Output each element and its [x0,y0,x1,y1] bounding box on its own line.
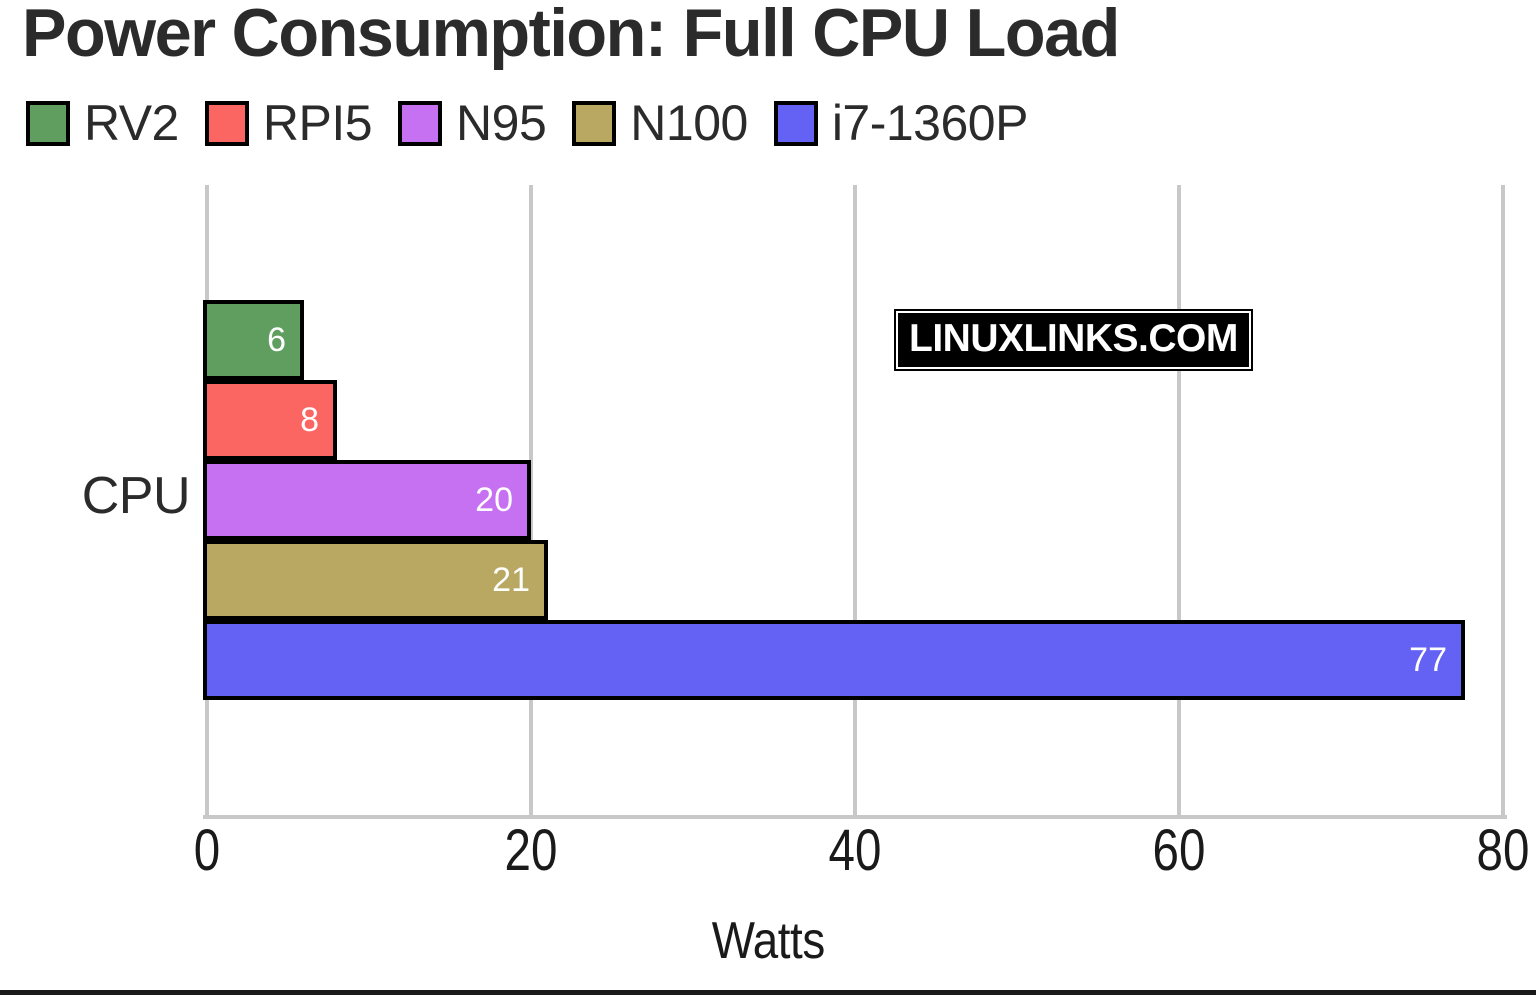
bar-row: 8 [203,380,1503,460]
legend-swatch-icon [773,100,818,146]
legend-swatch-icon [26,100,70,146]
y-category-label: CPU [81,467,191,525]
bar-row: 20 [203,460,1503,540]
bar-row: 21 [203,540,1503,620]
bar-value-label: 20 [475,481,513,519]
bar-row: 77 [203,620,1503,700]
bar-value-label: 8 [300,401,319,439]
gridline-60 [1177,185,1181,815]
legend-swatch-icon [204,100,249,146]
legend-item[interactable]: N95 [398,95,547,151]
x-tick-label: 40 [828,818,882,883]
legend-label: RPI5 [262,95,373,151]
legend-item[interactable]: RV2 [26,98,179,148]
bar-value-label: 77 [1409,641,1447,679]
chart-legend: RV2 RPI5 N95 N100 i7-1360P [26,92,1054,154]
x-tick-label: 80 [1476,818,1530,883]
x-axis-title-text: Watts [711,912,825,970]
bar-rv2[interactable]: 6 [203,300,304,380]
chart-title: Power Consumption: Full CPU Load [22,0,1120,71]
x-tick-label: 60 [1152,818,1206,883]
legend-label: N100 [630,95,748,151]
legend-label: RV2 [84,95,179,151]
x-tick-labels: 0 20 40 60 80 [0,822,1536,892]
x-axis-title: Watts [0,915,1536,967]
gridline-80 [1501,185,1505,815]
x-axis-line [203,815,1507,819]
x-tick-label: 0 [193,818,221,883]
gridline-20 [529,185,533,815]
x-tick-label: 20 [504,818,558,883]
bar-n95[interactable]: 20 [203,460,531,540]
bar-row: 6 [203,300,1503,380]
legend-swatch-icon [572,100,617,146]
legend-item[interactable]: N100 [572,98,748,148]
bar-value-label: 6 [267,321,286,359]
bar-group: 6 8 20 21 77 [203,300,1503,700]
bar-value-label: 21 [492,561,530,599]
legend-item[interactable]: RPI5 [204,95,373,151]
plot-area: 6 8 20 21 77 [203,185,1507,819]
bar-rpi5[interactable]: 8 [203,380,337,460]
watermark: LINUXLINKS.COM [898,313,1249,367]
legend-item[interactable]: i7-1360P [773,95,1029,151]
legend-swatch-icon [398,100,443,146]
gridline-40 [853,185,857,815]
bar-i7-1360p[interactable]: 77 [203,620,1465,700]
legend-label: N95 [456,95,547,151]
bar-n100[interactable]: 21 [203,540,548,620]
legend-label: i7-1360P [831,95,1029,151]
